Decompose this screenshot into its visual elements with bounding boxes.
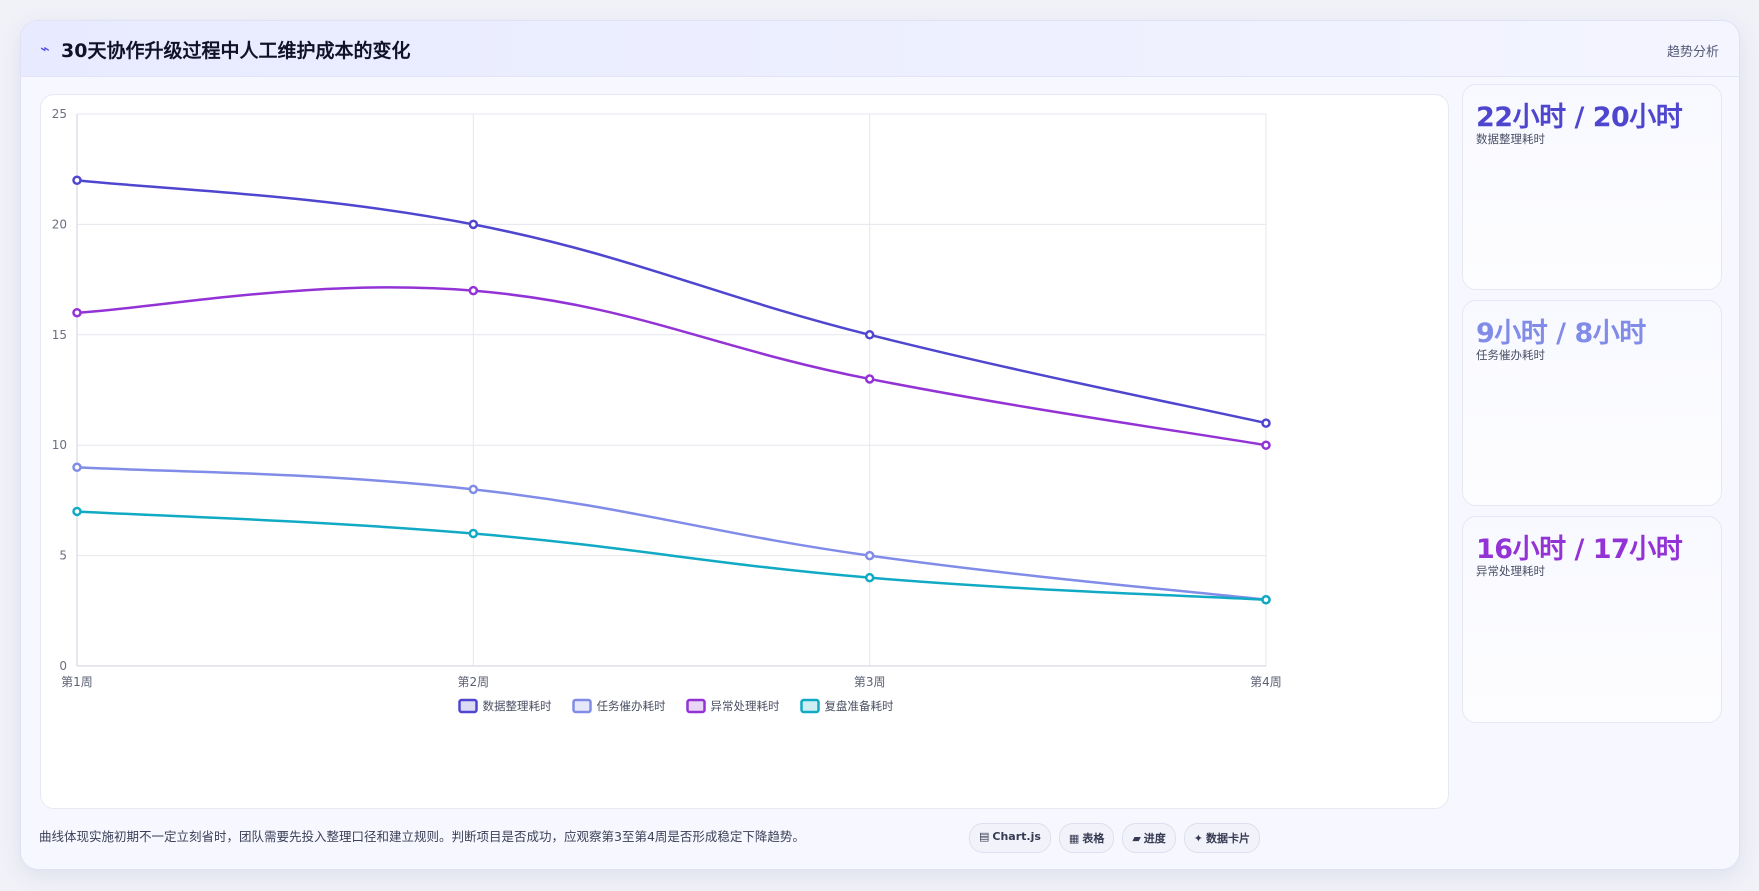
stat-value: 9小时 / 8小时: [1476, 318, 1646, 349]
chip-label: 进度: [1143, 832, 1166, 845]
y-tick-label: 15: [52, 328, 67, 342]
series-line-3: [76, 286, 1267, 447]
data-point: [864, 550, 875, 561]
dashboard-card: ⌁ 30天协作升级过程中人工维护成本的变化 趋势分析 0 5 10 15 20 25 第1周…: [20, 20, 1740, 870]
y-tick-label: 10: [52, 438, 67, 452]
x-tick-label: 第1周: [61, 675, 93, 689]
legend-label: 数据整理耗时: [483, 699, 552, 713]
y-tick-label: 0: [59, 659, 67, 673]
legend-swatch: [572, 698, 592, 714]
x-tick-label: 第4周: [1250, 675, 1282, 689]
data-point: [468, 219, 479, 230]
analysis-badge: 趋势分析: [1666, 45, 1719, 60]
legend-swatch: [458, 698, 478, 714]
y-tick-label: 20: [52, 217, 67, 231]
chip-data-card[interactable]: ✦ 数据卡片: [1183, 823, 1261, 853]
series-line-2: [76, 466, 1267, 602]
chip-table[interactable]: ▦ 表格: [1058, 823, 1115, 853]
y-tick-label: 25: [52, 107, 67, 121]
data-point: [468, 285, 479, 296]
tech-chips: ▤ Chart.js ▦ 表格 ▰ 进度 ✦ 数据卡片: [969, 823, 1261, 853]
data-point: [72, 175, 82, 185]
stat-value: 22小时 / 20小时: [1476, 102, 1683, 133]
legend-label: 任务催办耗时: [597, 699, 666, 713]
table-icon: ▦: [1068, 832, 1080, 845]
stat-label: 任务催办耗时: [1476, 348, 1545, 362]
chip-chartjs[interactable]: ▤ Chart.js: [969, 823, 1051, 853]
chip-label: Chart.js: [992, 830, 1041, 843]
chart-icon: ▤: [979, 830, 990, 843]
stat-card-exception-handling: 16小时 / 17小时 异常处理耗时: [1462, 516, 1722, 723]
data-point: [1261, 418, 1271, 428]
stat-label: 数据整理耗时: [1476, 132, 1545, 146]
stat-label: 异常处理耗时: [1476, 564, 1545, 578]
legend-swatch: [800, 698, 820, 714]
data-point: [468, 528, 479, 539]
x-tick-label: 第3周: [854, 675, 886, 689]
trend-icon: ⌁: [40, 39, 50, 58]
line-chart-panel: 0 5 10 15 20 25 第1周 第2周 第3周 第4周数据整理耗时 任务催办耗时 异常处理耗时…: [40, 94, 1449, 809]
data-point: [72, 506, 82, 517]
page-title: 30天协作升级过程中人工维护成本的变化: [61, 40, 411, 62]
data-point: [72, 307, 82, 318]
data-point: [1261, 595, 1271, 605]
legend-label: 异常处理耗时: [711, 699, 780, 713]
stat-card-data-organizing: 22小时 / 20小时 数据整理耗时: [1462, 84, 1722, 290]
data-point: [864, 572, 875, 583]
data-card-icon: ✦: [1193, 832, 1204, 845]
x-tick-label: 第2周: [458, 675, 490, 689]
data-point: [72, 462, 82, 473]
card-header: ⌁ 30天协作升级过程中人工维护成本的变化 趋势分析: [21, 21, 1739, 77]
chip-label: 数据卡片: [1206, 832, 1251, 845]
data-point: [1261, 440, 1271, 450]
data-point: [864, 374, 875, 384]
legend-swatch: [686, 698, 706, 714]
data-point: [468, 484, 479, 495]
y-tick-label: 5: [59, 549, 67, 563]
legend-label: 复盘准备耗时: [825, 699, 894, 713]
data-point: [864, 330, 875, 340]
chip-progress[interactable]: ▰ 进度: [1122, 823, 1176, 853]
progress-icon: ▰: [1132, 832, 1141, 845]
stat-card-task-reminding: 9小时 / 8小时 任务催办耗时: [1462, 300, 1722, 506]
footnote: 曲线体现实施初期不一定立刻省时，团队需要先投入整理口径和建立规则。判断项目是否成…: [39, 829, 805, 844]
series-line-1: [76, 178, 1267, 425]
chip-label: 表格: [1082, 832, 1105, 845]
stat-value: 16小时 / 17小时: [1476, 534, 1683, 565]
series-line-4: [76, 510, 1267, 602]
